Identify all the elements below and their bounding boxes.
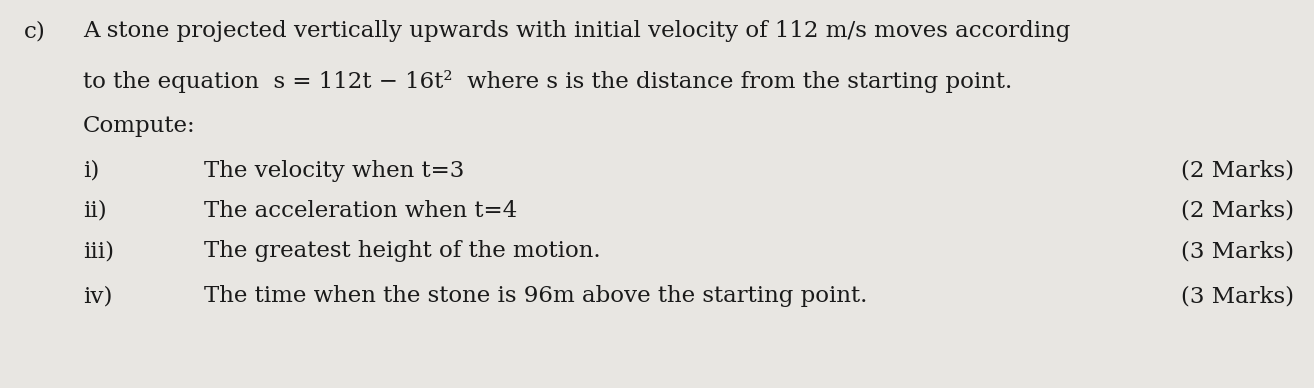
Text: iv): iv) xyxy=(83,285,112,307)
Text: (3 Marks): (3 Marks) xyxy=(1181,240,1294,262)
Text: iii): iii) xyxy=(83,240,114,262)
Text: (2 Marks): (2 Marks) xyxy=(1181,160,1294,182)
Text: to the equation  s = 112t − 16t²  where s is the distance from the starting poin: to the equation s = 112t − 16t² where s … xyxy=(83,70,1012,93)
Text: The velocity when t=3: The velocity when t=3 xyxy=(204,160,464,182)
Text: ii): ii) xyxy=(83,200,106,222)
Text: Compute:: Compute: xyxy=(83,115,196,137)
Text: (2 Marks): (2 Marks) xyxy=(1181,200,1294,222)
Text: i): i) xyxy=(83,160,99,182)
Text: (3 Marks): (3 Marks) xyxy=(1181,285,1294,307)
Text: The greatest height of the motion.: The greatest height of the motion. xyxy=(204,240,600,262)
Text: c): c) xyxy=(24,20,46,42)
Text: A stone projected vertically upwards with initial velocity of 112 m/s moves acco: A stone projected vertically upwards wit… xyxy=(83,20,1070,42)
Text: The time when the stone is 96m above the starting point.: The time when the stone is 96m above the… xyxy=(204,285,867,307)
Text: The acceleration when t=4: The acceleration when t=4 xyxy=(204,200,516,222)
